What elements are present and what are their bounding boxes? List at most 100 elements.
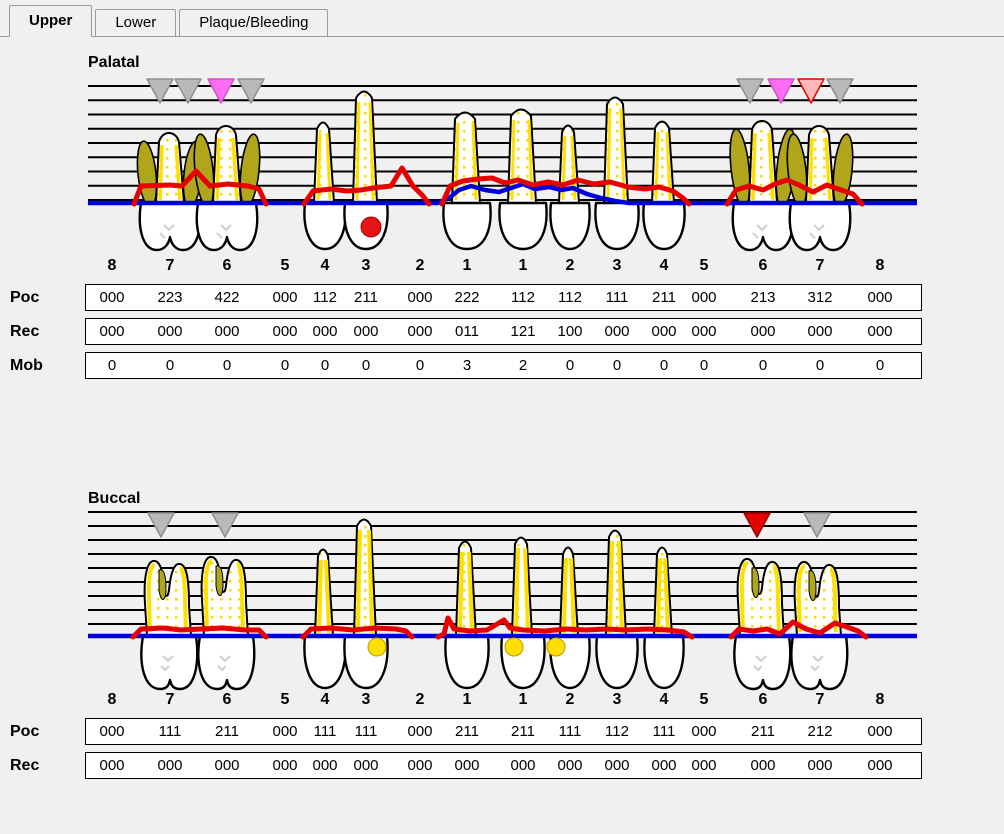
poc-cell[interactable]: 000 bbox=[691, 723, 717, 740]
pocket-depth-line[interactable] bbox=[724, 177, 865, 207]
poc-cell[interactable]: 213 bbox=[750, 289, 776, 306]
pocket-depth-line[interactable] bbox=[435, 615, 695, 640]
tooth-buccal-7[interactable] bbox=[140, 559, 199, 691]
mob-cell[interactable]: 0 bbox=[875, 357, 885, 374]
rec-cell[interactable]: 000 bbox=[691, 323, 717, 340]
rec-cell[interactable]: 000 bbox=[867, 757, 893, 774]
tooth-buccal-4[interactable] bbox=[643, 546, 685, 690]
tooth-buccal-6[interactable] bbox=[197, 555, 256, 691]
poc-cell[interactable]: 211 bbox=[751, 723, 775, 740]
poc-cell[interactable]: 111 bbox=[354, 723, 378, 740]
poc-cell[interactable]: 211 bbox=[354, 289, 378, 306]
rec-cell[interactable]: 000 bbox=[99, 323, 125, 340]
mob-cell[interactable]: 0 bbox=[758, 357, 768, 374]
poc-cell[interactable]: 111 bbox=[313, 723, 337, 740]
poc-cell[interactable]: 000 bbox=[99, 723, 125, 740]
rec-cell[interactable]: 000 bbox=[214, 757, 240, 774]
gingival-margin-line[interactable] bbox=[88, 181, 917, 206]
poc-cell[interactable]: 000 bbox=[407, 289, 433, 306]
mob-cell[interactable]: 0 bbox=[165, 357, 175, 374]
rec-cell[interactable]: 000 bbox=[407, 757, 433, 774]
rec-cell[interactable]: 000 bbox=[454, 757, 480, 774]
mob-cell[interactable]: 0 bbox=[565, 357, 575, 374]
yellow-dot-marker[interactable] bbox=[367, 637, 387, 657]
rec-cell[interactable]: 100 bbox=[557, 323, 583, 340]
poc-cell[interactable]: 111 bbox=[652, 723, 676, 740]
furcation-marker-gray[interactable] bbox=[174, 78, 202, 104]
mob-cell[interactable]: 3 bbox=[462, 357, 472, 374]
tab-plaque-bleeding[interactable]: Plaque/Bleeding bbox=[179, 9, 329, 36]
poc-cell[interactable]: 000 bbox=[272, 289, 298, 306]
rec-cell[interactable]: 000 bbox=[604, 757, 630, 774]
furcation-marker-gray[interactable] bbox=[211, 512, 239, 538]
mob-cell[interactable]: 0 bbox=[659, 357, 669, 374]
rec-cell[interactable]: 121 bbox=[510, 323, 536, 340]
mob-cell[interactable]: 0 bbox=[699, 357, 709, 374]
poc-cell[interactable]: 112 bbox=[313, 289, 337, 306]
rec-cell[interactable]: 000 bbox=[750, 323, 776, 340]
rec-cell[interactable]: 000 bbox=[407, 323, 433, 340]
mob-cell[interactable]: 0 bbox=[415, 357, 425, 374]
mob-cell[interactable]: 0 bbox=[280, 357, 290, 374]
poc-cell[interactable]: 112 bbox=[605, 723, 629, 740]
pocket-depth-line[interactable] bbox=[301, 165, 432, 207]
rec-cell[interactable]: 000 bbox=[353, 323, 379, 340]
poc-cell[interactable]: 000 bbox=[691, 289, 717, 306]
poc-cell[interactable]: 223 bbox=[157, 289, 183, 306]
poc-cell[interactable]: 000 bbox=[867, 289, 893, 306]
rec-cell[interactable]: 000 bbox=[867, 323, 893, 340]
furcation-marker-magenta[interactable] bbox=[207, 78, 235, 104]
rec-cell[interactable]: 000 bbox=[353, 757, 379, 774]
rec-cell[interactable]: 000 bbox=[510, 757, 536, 774]
poc-cell[interactable]: 000 bbox=[407, 723, 433, 740]
mob-cell[interactable]: 2 bbox=[518, 357, 528, 374]
mob-cell[interactable]: 0 bbox=[222, 357, 232, 374]
furcation-marker-gray[interactable] bbox=[237, 78, 265, 104]
poc-cell[interactable]: 211 bbox=[652, 289, 676, 306]
rec-cell[interactable]: 000 bbox=[99, 757, 125, 774]
rec-cell[interactable]: 000 bbox=[272, 323, 298, 340]
poc-cell[interactable]: 111 bbox=[558, 723, 582, 740]
poc-cell[interactable]: 222 bbox=[454, 289, 480, 306]
rec-cell[interactable]: 000 bbox=[651, 323, 677, 340]
poc-cell[interactable]: 312 bbox=[807, 289, 833, 306]
poc-cell[interactable]: 111 bbox=[158, 723, 182, 740]
poc-cell[interactable]: 211 bbox=[215, 723, 239, 740]
poc-cell[interactable]: 422 bbox=[214, 289, 240, 306]
pocket-depth-line[interactable] bbox=[300, 625, 415, 640]
rec-cell[interactable]: 000 bbox=[312, 323, 338, 340]
red-dot-marker[interactable] bbox=[360, 216, 382, 238]
furcation-marker-magenta[interactable] bbox=[767, 78, 795, 104]
rec-cell[interactable]: 000 bbox=[272, 757, 298, 774]
tooth-buccal-7[interactable] bbox=[790, 560, 849, 691]
rec-cell[interactable]: 000 bbox=[691, 757, 717, 774]
furcation-marker-gray[interactable] bbox=[826, 78, 854, 104]
poc-cell[interactable]: 000 bbox=[272, 723, 298, 740]
poc-cell[interactable]: 211 bbox=[511, 723, 535, 740]
furcation-marker-gray[interactable] bbox=[147, 512, 175, 538]
furcation-marker-pink[interactable] bbox=[797, 78, 825, 104]
poc-cell[interactable]: 112 bbox=[511, 289, 535, 306]
furcation-marker-gray[interactable] bbox=[736, 78, 764, 104]
poc-cell[interactable]: 211 bbox=[455, 723, 479, 740]
poc-cell[interactable]: 000 bbox=[867, 723, 893, 740]
tab-upper[interactable]: Upper bbox=[9, 5, 93, 37]
poc-cell[interactable]: 000 bbox=[99, 289, 125, 306]
furcation-marker-gray[interactable] bbox=[146, 78, 174, 104]
rec-cell[interactable]: 000 bbox=[604, 323, 630, 340]
rec-cell[interactable]: 000 bbox=[750, 757, 776, 774]
yellow-dot-marker[interactable] bbox=[504, 637, 524, 657]
pocket-depth-line[interactable] bbox=[130, 625, 269, 640]
yellow-dot-marker[interactable] bbox=[546, 637, 566, 657]
mob-cell[interactable]: 0 bbox=[815, 357, 825, 374]
tooth-palatal-3[interactable] bbox=[594, 96, 640, 251]
mob-cell[interactable]: 0 bbox=[361, 357, 371, 374]
rec-cell[interactable]: 000 bbox=[157, 323, 183, 340]
tooth-buccal-1[interactable] bbox=[444, 540, 490, 690]
rec-cell[interactable]: 000 bbox=[807, 323, 833, 340]
poc-cell[interactable]: 112 bbox=[558, 289, 582, 306]
tab-lower[interactable]: Lower bbox=[95, 9, 177, 36]
rec-cell[interactable]: 000 bbox=[214, 323, 240, 340]
poc-cell[interactable]: 212 bbox=[807, 723, 833, 740]
tooth-buccal-3[interactable] bbox=[595, 529, 639, 690]
